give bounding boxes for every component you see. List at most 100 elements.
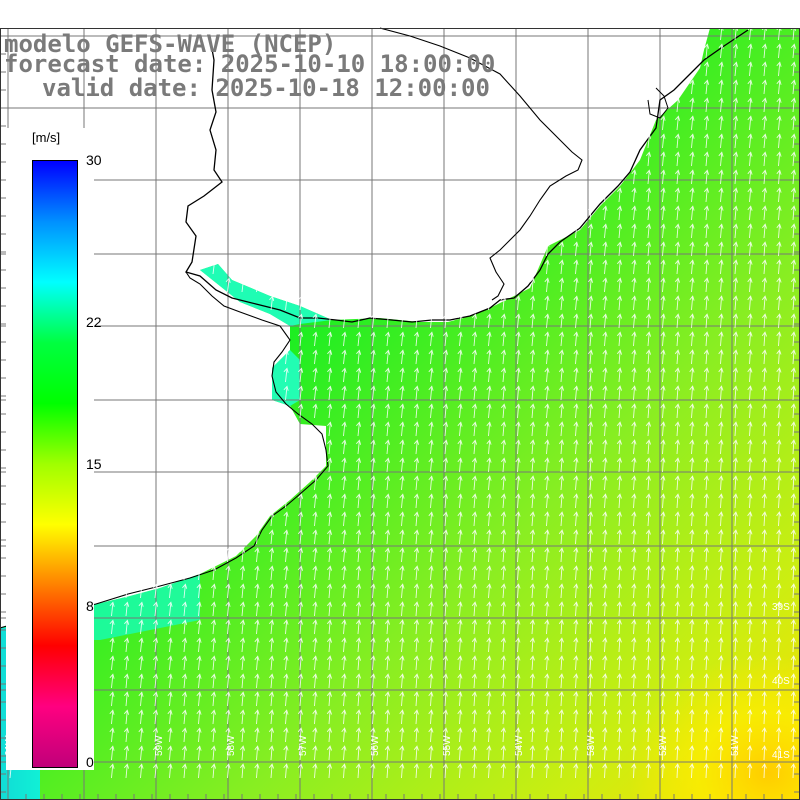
wind-arrow — [500, 511, 507, 527]
wind-arrow — [428, 529, 434, 545]
wind-arrow — [356, 349, 362, 365]
wind-arrow — [210, 637, 217, 653]
wind-arrow — [529, 385, 536, 401]
wind-arrow — [283, 763, 289, 779]
wind-arrow — [124, 655, 130, 671]
wind-arrow — [776, 511, 782, 527]
wind-arrow — [616, 475, 623, 491]
wind-arrow — [210, 673, 217, 689]
wind-arrow — [732, 691, 738, 707]
wind-arrow — [616, 421, 623, 437]
wind-arrow — [747, 43, 753, 59]
wind-arrow — [529, 565, 536, 581]
wind-arrow — [776, 619, 782, 635]
wind-arrow — [718, 61, 724, 77]
wind-arrow — [341, 565, 347, 581]
wind-arrow — [776, 277, 782, 293]
wind-arrow — [645, 763, 651, 779]
wind-arrow — [587, 475, 594, 491]
wind-arrow — [269, 295, 275, 311]
wind-arrow — [718, 403, 724, 419]
wind-arrow — [515, 637, 521, 653]
wind-arrow — [660, 547, 666, 563]
wind-arrow — [790, 169, 797, 185]
wind-arrow — [471, 709, 477, 725]
wind-arrow — [138, 763, 144, 779]
longitude-label: 51W — [730, 735, 741, 756]
wind-arrow — [283, 511, 289, 527]
wind-arrow — [660, 385, 666, 401]
wind-arrow — [384, 403, 391, 419]
wind-arrow — [602, 601, 608, 617]
longitude-label: 57W — [298, 735, 309, 756]
wind-arrow — [674, 529, 680, 545]
wind-arrow — [761, 223, 768, 239]
wind-arrow — [660, 223, 666, 239]
wind-arrow — [529, 367, 536, 383]
wind-arrow — [515, 691, 521, 707]
wind-arrow — [399, 691, 405, 707]
wind-arrow — [486, 529, 492, 545]
wind-arrow — [355, 601, 362, 617]
wind-arrow — [283, 727, 289, 743]
valid-date: valid date: 2025-10-18 12:00:00 — [42, 74, 490, 102]
wind-arrow — [239, 619, 246, 635]
wind-arrow — [413, 565, 420, 581]
wind-arrow — [370, 745, 376, 761]
wind-arrow — [442, 691, 448, 707]
wind-arrow — [761, 205, 768, 221]
wind-arrow — [268, 619, 275, 635]
wind-arrow — [355, 745, 362, 761]
wind-arrow — [645, 295, 652, 311]
wind-arrow — [471, 619, 478, 635]
wind-arrow — [182, 565, 188, 581]
wind-arrow — [471, 457, 478, 473]
wind-arrow — [674, 655, 680, 671]
wind-arrow — [413, 727, 419, 743]
wind-arrow — [312, 349, 318, 365]
wind-arrow — [442, 349, 449, 365]
wind-arrow — [689, 349, 695, 365]
wind-arrow — [544, 421, 550, 437]
wind-arrow — [631, 619, 637, 635]
wind-arrow — [587, 277, 594, 293]
wind-arrow — [254, 277, 260, 293]
wind-arrow — [399, 727, 405, 743]
wind-arrow — [660, 601, 666, 617]
wind-arrow — [529, 529, 536, 545]
wind-arrow — [254, 673, 260, 689]
wind-arrow — [689, 205, 695, 221]
wind-arrow — [326, 601, 333, 617]
wind-arrow — [268, 583, 275, 599]
wind-arrow — [210, 583, 217, 599]
wind-arrow — [355, 529, 362, 545]
wind-arrow — [790, 331, 796, 347]
wind-arrow — [297, 691, 304, 707]
wind-arrow — [703, 565, 709, 581]
wind-arrow — [646, 133, 652, 149]
wind-arrow — [138, 619, 144, 635]
wind-arrow — [399, 565, 405, 581]
wind-arrow — [370, 493, 376, 509]
wind-arrow — [558, 727, 564, 743]
wind-arrow — [718, 187, 724, 203]
wind-arrow — [254, 529, 260, 545]
wind-arrow — [660, 457, 666, 473]
wind-arrow — [428, 493, 434, 509]
longitude-label: 52W — [658, 735, 669, 756]
wind-arrow — [341, 619, 347, 635]
wind-arrow — [109, 673, 115, 689]
wind-arrow — [544, 349, 550, 365]
wind-arrow — [732, 511, 738, 527]
wind-arrow — [355, 583, 362, 599]
wind-arrow — [399, 709, 405, 725]
wind-arrow — [298, 349, 304, 365]
wind-arrow — [747, 673, 753, 689]
wind-arrow — [602, 421, 608, 437]
wind-arrow — [529, 691, 535, 707]
wind-arrow — [602, 565, 608, 581]
wind-arrow — [747, 97, 753, 113]
wind-arrow — [703, 385, 710, 401]
wind-arrow — [471, 511, 478, 527]
wind-arrow — [573, 691, 579, 707]
